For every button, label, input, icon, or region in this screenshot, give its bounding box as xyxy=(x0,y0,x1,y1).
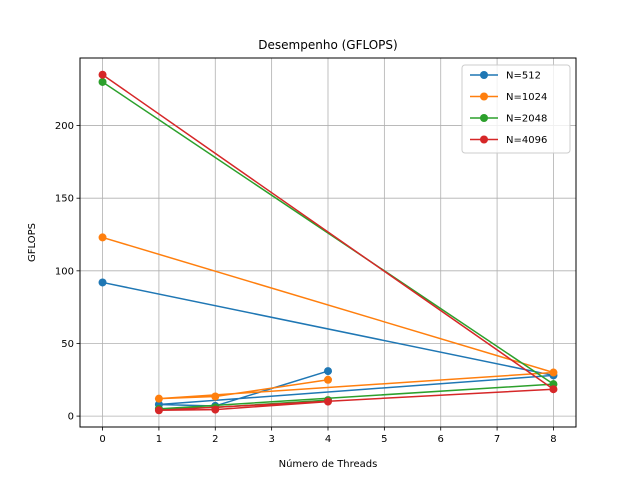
y-tick-label: 200 xyxy=(55,121,74,132)
legend: N=512 N=1024 N=2048 N=4096 xyxy=(461,64,571,154)
x-tick-label: 6 xyxy=(438,434,444,445)
legend-label: N=512 xyxy=(506,71,541,82)
x-axis-label: Número de Threads xyxy=(279,458,378,470)
data-point xyxy=(324,367,332,376)
data-point xyxy=(98,77,107,86)
x-tick-label: 4 xyxy=(325,434,331,445)
legend-entry: N=1024 xyxy=(470,92,547,103)
legend-marker xyxy=(480,135,488,144)
legend-marker xyxy=(480,92,488,101)
legend-marker xyxy=(480,114,488,122)
series-n-4096 xyxy=(98,70,558,415)
x-tick-label: 0 xyxy=(99,434,105,445)
y-tick-label: 100 xyxy=(55,266,74,277)
legend-label: N=1024 xyxy=(506,92,547,103)
y-tick-label: 0 xyxy=(68,412,74,423)
legend-label: N=2048 xyxy=(506,114,547,125)
data-point xyxy=(211,405,220,414)
legend-entry: N=2048 xyxy=(470,114,547,125)
legend-entry: N=4096 xyxy=(470,135,547,146)
axis-ticks: 0 1 2 3 4 5 6 7 8 0 50 100 150 200 xyxy=(55,121,557,445)
chart-title: Desempenho (GFLOPS) xyxy=(258,38,397,52)
x-tick-label: 5 xyxy=(381,434,387,445)
legend-label: N=4096 xyxy=(506,135,547,146)
data-point xyxy=(154,394,163,403)
data-point xyxy=(98,278,107,287)
legend-marker xyxy=(480,71,488,79)
y-tick-label: 150 xyxy=(55,194,74,205)
data-point xyxy=(324,375,332,384)
data-point xyxy=(98,70,107,79)
series-lines xyxy=(98,70,558,415)
data-point xyxy=(324,397,332,406)
legend-entry: N=512 xyxy=(470,71,541,82)
x-tick-label: 3 xyxy=(268,434,274,445)
y-tick-label: 50 xyxy=(61,339,74,350)
x-tick-label: 1 xyxy=(156,434,162,445)
x-tick-label: 2 xyxy=(212,434,218,445)
series-n-1024 xyxy=(98,233,558,403)
data-point xyxy=(549,368,558,377)
x-tick-label: 8 xyxy=(550,434,556,445)
data-point xyxy=(211,392,220,401)
data-point xyxy=(98,233,107,242)
data-point xyxy=(154,406,163,415)
data-point xyxy=(549,385,558,394)
legend-box xyxy=(461,64,571,154)
x-tick-label: 7 xyxy=(494,434,500,445)
y-axis-label: GFLOPS xyxy=(27,223,38,262)
